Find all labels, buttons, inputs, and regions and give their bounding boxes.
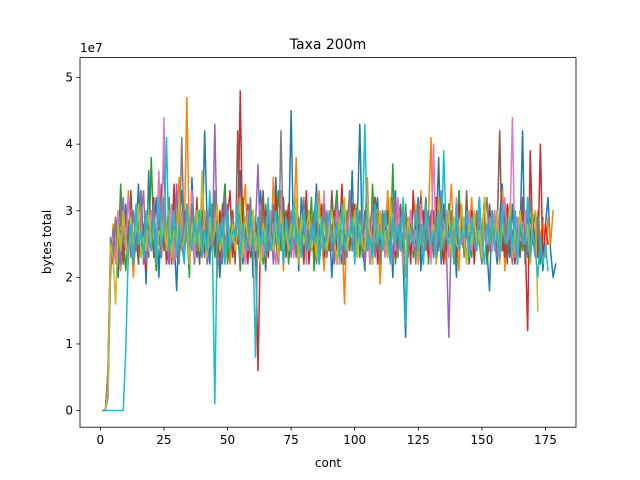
x-axis: 0 25 50 75 100 125 150 175	[97, 427, 557, 447]
y-axis-label: bytes total	[40, 210, 54, 274]
y-tick-label: 2	[65, 270, 73, 284]
x-tick-label: 175	[534, 433, 557, 447]
y-axis: 0 1 2 3 4 5	[65, 71, 80, 418]
series-line-8	[102, 130, 542, 412]
plot-frame	[79, 57, 577, 428]
x-axis-label: cont	[315, 456, 342, 470]
x-tick-label: 75	[283, 433, 298, 447]
series-line-10	[102, 123, 549, 412]
x-tick-label: 50	[220, 433, 235, 447]
x-tick-label: 25	[156, 433, 171, 447]
y-tick-label: 5	[65, 71, 73, 85]
y-tick-label: 4	[65, 137, 73, 151]
x-tick-label: 125	[407, 433, 430, 447]
x-tick-label: 150	[470, 433, 493, 447]
series-lines	[102, 90, 557, 412]
y-tick-label: 1	[65, 337, 73, 351]
y-tick-label: 0	[65, 404, 73, 418]
chart-title: Taxa 200m	[289, 37, 367, 53]
series-line-3	[102, 156, 544, 412]
y-axis-offset-label: 1e7	[80, 41, 103, 55]
y-tick-label: 3	[65, 204, 73, 218]
x-tick-label: 0	[97, 433, 105, 447]
x-tick-label: 100	[343, 433, 366, 447]
series-line-5	[102, 123, 542, 412]
